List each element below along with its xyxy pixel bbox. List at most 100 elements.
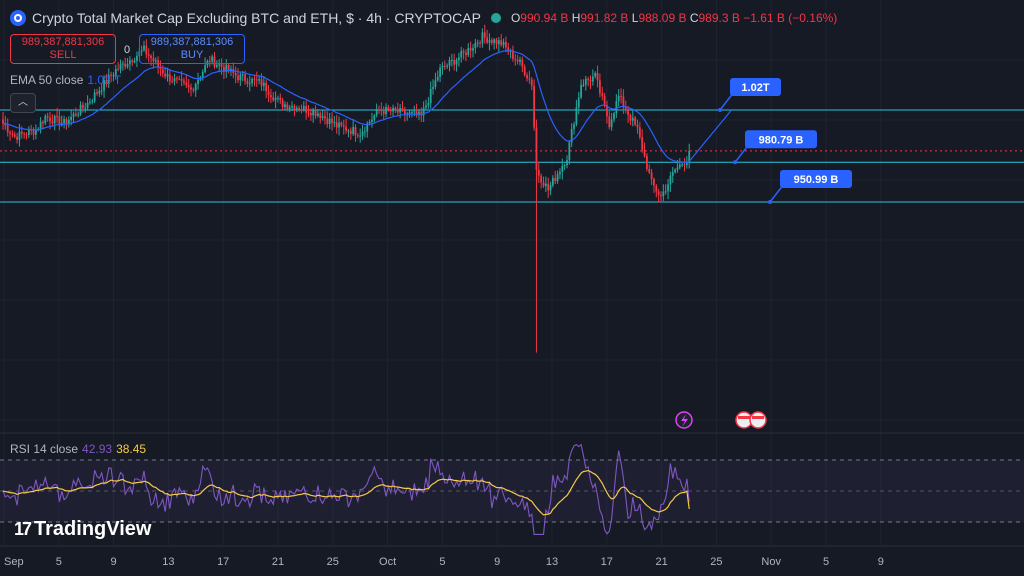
- candle: [9, 132, 11, 134]
- candle: [474, 42, 477, 49]
- collapse-legend-button[interactable]: ︿: [10, 93, 36, 113]
- candle: [227, 64, 230, 72]
- candle: [44, 116, 47, 124]
- candle: [615, 101, 618, 114]
- chart-header: Crypto Total Market Cap Excluding BTC an…: [10, 10, 837, 26]
- candle: [2, 119, 4, 124]
- candle: [436, 76, 439, 81]
- candle: [610, 119, 613, 128]
- candle: [399, 108, 402, 113]
- candle: [124, 63, 127, 67]
- candle: [467, 48, 470, 56]
- candle: [636, 124, 639, 128]
- callout-box: [745, 130, 817, 149]
- candle: [354, 127, 357, 136]
- candle: [253, 78, 256, 80]
- flag-icon[interactable]: [749, 411, 767, 429]
- candle: [326, 118, 329, 124]
- candle: [559, 171, 561, 175]
- candle: [63, 119, 65, 124]
- candle: [4, 123, 7, 126]
- candle: [262, 82, 265, 86]
- candle: [98, 90, 101, 94]
- candle: [82, 104, 84, 108]
- candle: [655, 185, 658, 192]
- callout-label: 1.02T: [741, 82, 769, 94]
- candle: [152, 58, 155, 62]
- candle: [27, 129, 30, 135]
- candle: [105, 79, 108, 84]
- symbol-title[interactable]: Crypto Total Market Cap Excluding BTC an…: [32, 10, 481, 26]
- candle: [519, 59, 521, 62]
- candle: [544, 183, 547, 187]
- candle: [18, 131, 21, 140]
- candle: [77, 114, 80, 116]
- candle: [211, 56, 214, 62]
- candle: [91, 101, 94, 103]
- candle: [100, 90, 103, 92]
- candle: [516, 59, 519, 62]
- candle: [434, 80, 437, 87]
- candle: [183, 80, 185, 83]
- candle: [568, 142, 571, 161]
- candle: [526, 75, 528, 79]
- candle: [35, 130, 37, 135]
- candle: [378, 109, 380, 111]
- x-tick-label: 13: [162, 556, 174, 568]
- candle: [606, 104, 608, 117]
- candle: [554, 177, 557, 182]
- x-tick-label: Oct: [379, 556, 396, 568]
- candle: [300, 109, 303, 111]
- buy-button[interactable]: 989,387,881,306 BUY: [139, 34, 245, 64]
- candle: [321, 116, 324, 118]
- candle: [258, 79, 261, 81]
- candle: [190, 87, 192, 90]
- candle: [241, 74, 244, 76]
- candle: [53, 115, 56, 124]
- candle: [500, 40, 503, 46]
- candle: [246, 80, 249, 84]
- event-markers: [675, 411, 767, 429]
- candle: [594, 73, 597, 77]
- candle: [16, 136, 18, 140]
- candle: [145, 45, 148, 55]
- candle: [394, 107, 397, 111]
- sell-price: 989,387,881,306: [21, 36, 105, 48]
- sell-button[interactable]: 989,387,881,306 SELL: [10, 34, 116, 64]
- candle: [375, 109, 378, 116]
- candle: [150, 55, 152, 59]
- lightning-icon-glyph: [681, 414, 688, 427]
- candle: [641, 136, 644, 150]
- candle: [648, 168, 651, 173]
- candle: [166, 74, 169, 77]
- candle: [411, 111, 413, 113]
- candle: [324, 116, 326, 119]
- candle: [657, 191, 660, 195]
- candle: [25, 134, 28, 136]
- candle: [201, 71, 204, 78]
- candle: [507, 47, 510, 52]
- candle: [624, 107, 627, 111]
- candle: [117, 69, 120, 71]
- candle: [312, 110, 315, 116]
- rsi-legend[interactable]: RSI 14 close 42.93 38.45: [10, 442, 146, 456]
- candle: [72, 113, 75, 117]
- candle: [608, 116, 611, 128]
- candle: [220, 64, 223, 68]
- candle: [168, 74, 171, 82]
- candle: [204, 65, 206, 72]
- tradingview-logo[interactable]: 17 TradingView: [14, 518, 151, 541]
- x-tick-label: 25: [327, 556, 339, 568]
- callout-box: [780, 170, 852, 189]
- candle: [580, 84, 582, 98]
- candle: [547, 183, 550, 191]
- candle: [272, 97, 275, 101]
- candle: [382, 110, 385, 115]
- callout-anchor: [733, 160, 737, 165]
- candle: [540, 175, 543, 183]
- spread-value: 0: [124, 44, 131, 56]
- candle: [187, 85, 190, 88]
- ema-legend[interactable]: EMA 50 close 1.02 T: [10, 73, 121, 87]
- candle: [620, 95, 622, 97]
